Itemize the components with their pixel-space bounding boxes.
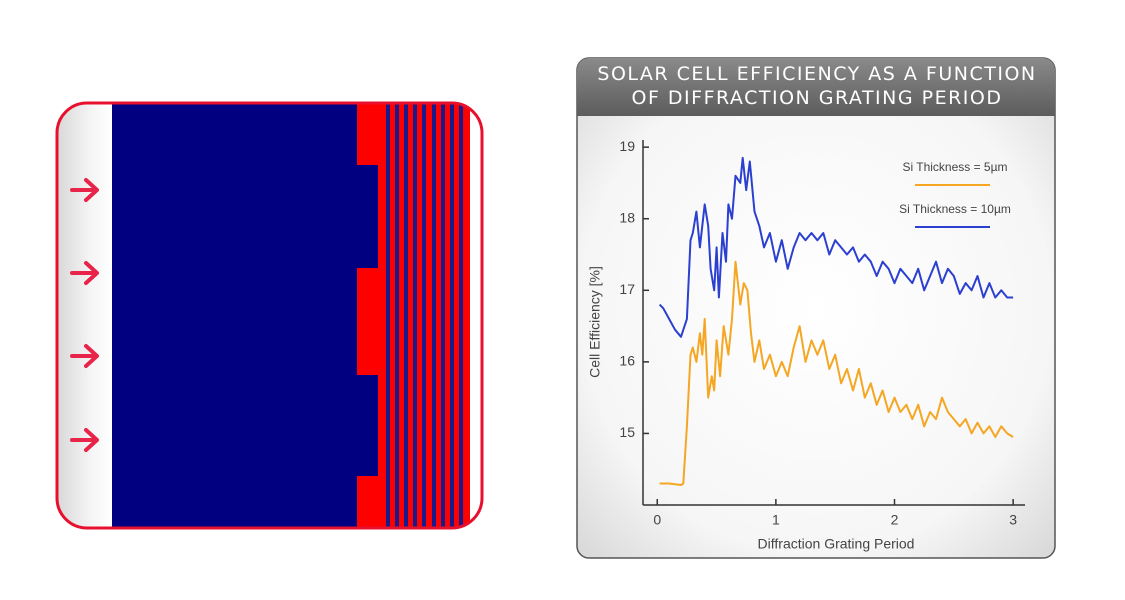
x-axis-label: Diffraction Grating Period xyxy=(758,536,915,552)
y-tick-label: 17 xyxy=(619,281,635,297)
x-tick-label: 1 xyxy=(772,512,780,528)
series-line xyxy=(659,260,1014,486)
light-strip xyxy=(57,103,112,528)
grating-block xyxy=(357,476,380,528)
chart-title: SOLAR CELL EFFICIENCY AS A FUNCTION OF D… xyxy=(597,63,1037,109)
mirror-layers xyxy=(386,103,463,528)
y-axis-label: Cell Efficiency [%] xyxy=(587,266,603,378)
legend-label: Si Thickness = 10µm xyxy=(899,202,1011,216)
title-band xyxy=(577,58,1055,116)
series-line xyxy=(658,156,1014,338)
y-tick-label: 15 xyxy=(619,424,635,440)
x-tick-label: 2 xyxy=(891,512,899,528)
x-tick-label: 3 xyxy=(1009,512,1017,528)
cell-diagram xyxy=(57,103,482,528)
silicon xyxy=(112,103,380,528)
grating-block xyxy=(357,103,380,165)
y-tick-label: 16 xyxy=(619,353,635,369)
x-tick-label: 0 xyxy=(653,512,661,528)
y-tick-label: 19 xyxy=(619,138,635,154)
y-tick-label: 18 xyxy=(619,209,635,225)
legend-label: Si Thickness = 5µm xyxy=(902,160,1007,174)
diagram-border xyxy=(55,101,484,530)
chart-panel xyxy=(576,57,1056,559)
grating-block xyxy=(357,268,380,375)
light-arrows xyxy=(70,178,99,452)
